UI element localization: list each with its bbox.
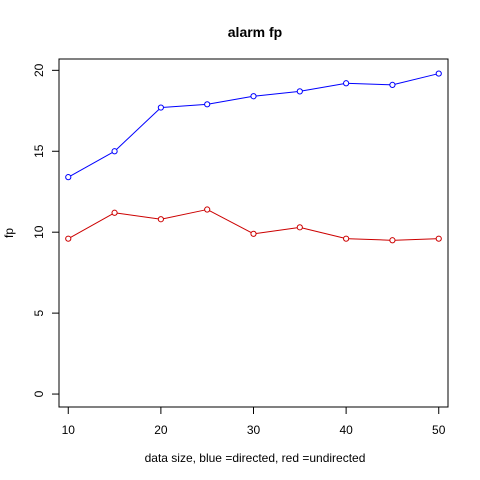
series-line-segment [394,73,437,85]
data-point [157,216,164,223]
data-point [435,235,442,242]
data-point [343,80,350,87]
data-point [157,104,164,111]
data-point [204,101,211,108]
data-point [250,230,257,237]
series-line-segment [256,91,298,97]
y-axis-label: fp [2,228,16,238]
x-axis: 10 20 30 40 50 [62,406,446,437]
series-line-segment [348,238,390,241]
x-tick-label: 40 [339,423,353,437]
y-tick-label: 15 [32,144,46,158]
data-point [389,237,396,244]
series-line-segment [395,238,437,241]
x-tick-label: 20 [154,423,168,437]
series-line-segment [256,227,298,234]
data-point [296,88,303,95]
data-point [65,235,72,242]
y-tick-label: 10 [32,225,46,239]
series-line-segment [70,152,113,177]
series-line-segment [302,83,344,92]
series-0 [65,70,442,181]
data-point [296,224,303,231]
data-point [343,235,350,242]
data-point [389,81,396,88]
y-tick-label: 0 [32,390,46,397]
y-axis: 0 5 10 15 20 [32,63,60,397]
series-line-segment [209,210,252,234]
x-tick-label: 10 [62,423,76,437]
series-line-segment [163,209,205,220]
series-line-segment [117,212,159,220]
x-tick-label: 30 [247,423,261,437]
series-line-segment [209,96,252,105]
series-1 [65,206,442,244]
series-line-segment [116,108,160,150]
series-layer [65,70,442,244]
data-point [111,148,118,155]
plot-area [58,58,449,408]
series-line-segment [348,82,390,86]
data-point [435,70,442,77]
y-tick-label: 5 [32,309,46,316]
series-line-segment [163,104,205,108]
chart-title: alarm fp [228,24,282,40]
series-line-segment [70,213,113,238]
data-point [111,209,118,216]
data-point [65,174,72,181]
series-line-segment [302,227,344,239]
data-point [250,93,257,100]
y-tick-label: 20 [32,63,46,77]
x-tick-label: 50 [432,423,446,437]
x-axis-label: data size, blue =directed, red =undirect… [145,451,366,465]
data-point [204,206,211,213]
